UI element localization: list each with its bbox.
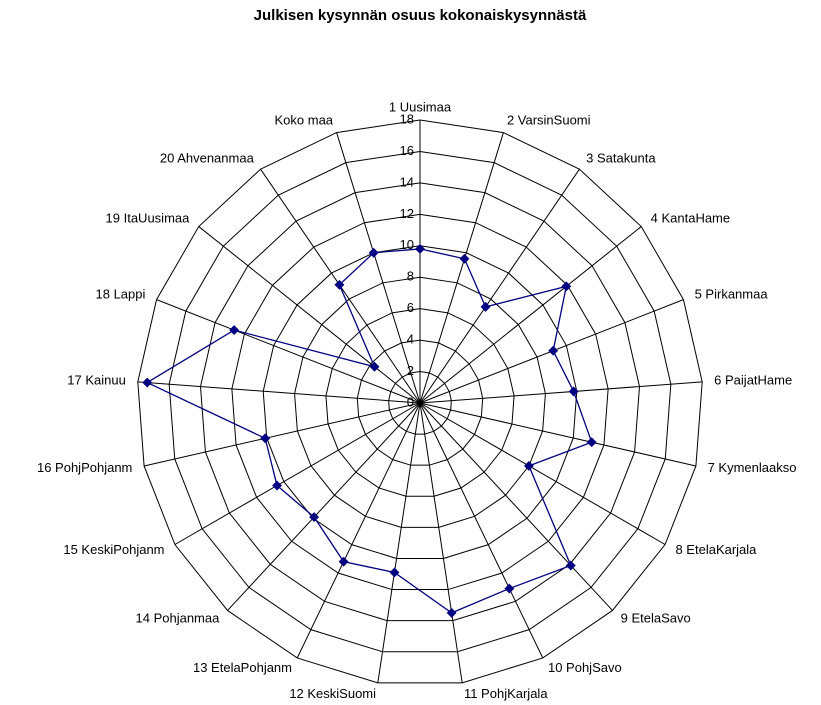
- data-point: [586, 437, 597, 448]
- axis-spoke: [419, 402, 697, 467]
- grid-line: [262, 245, 578, 559]
- axis-spoke: [174, 402, 421, 545]
- category-label: 3 Satakunta: [586, 151, 656, 166]
- r-tick-label: 18: [400, 111, 414, 126]
- data-point: [309, 512, 320, 523]
- r-tick-label: 8: [407, 269, 414, 284]
- data-point: [229, 325, 240, 336]
- data-point: [260, 433, 271, 444]
- data-point: [504, 583, 515, 594]
- category-label: 11 PohjKarjala: [464, 686, 548, 701]
- r-tick-label: 0: [407, 394, 414, 409]
- data-point: [389, 567, 400, 578]
- grid-line: [325, 308, 515, 497]
- axis-spoke: [419, 168, 580, 404]
- data-point: [480, 301, 491, 312]
- r-tick-label: 14: [400, 174, 414, 189]
- r-tick-label: 12: [400, 206, 414, 221]
- category-label: 12 KeskiSuomi: [289, 686, 376, 701]
- chart-title: Julkisen kysynnän osuus kokonaiskysynnäs…: [254, 7, 587, 24]
- axis-spoke: [198, 226, 421, 404]
- data-point: [142, 377, 153, 388]
- axis-spoke: [419, 402, 544, 659]
- category-label: 18 Lappi: [96, 287, 146, 302]
- axis-spoke: [419, 402, 666, 545]
- category-label: 13 EtelaPohjanm: [193, 660, 292, 675]
- grid-line: [356, 339, 484, 466]
- grid-line: [388, 371, 452, 435]
- category-label: 8 EtelaKarjala: [675, 542, 757, 557]
- category-label: 15 KeskiPohjanm: [63, 542, 164, 557]
- axis-spoke: [419, 381, 703, 404]
- axis-spoke: [377, 402, 421, 683]
- data-point: [369, 361, 380, 372]
- category-label: 5 Pirkanmaa: [695, 287, 769, 302]
- data-point: [338, 556, 349, 567]
- data-point: [561, 281, 572, 292]
- category-label: 2 VarsinSuomi: [507, 113, 591, 128]
- data-point: [459, 253, 470, 264]
- data-point: [415, 243, 425, 254]
- axis-spoke: [419, 132, 504, 404]
- r-tick-label: 10: [400, 237, 414, 252]
- category-label: 19 ItaUusimaa: [106, 211, 191, 226]
- data-point: [568, 386, 579, 397]
- category-label: 6 PaijatHame: [714, 372, 792, 387]
- data-point: [446, 607, 457, 618]
- data-point: [548, 345, 559, 356]
- category-label: 4 KantaHame: [651, 211, 731, 226]
- r-tick-label: 2: [407, 363, 414, 378]
- grid-line: [231, 213, 609, 591]
- grid-line: [168, 150, 672, 653]
- r-tick-label: 4: [407, 332, 414, 347]
- axis-spoke: [227, 402, 421, 611]
- series-line: [145, 248, 593, 614]
- axis-spoke: [296, 402, 421, 659]
- category-label: 20 Ahvenanmaa: [160, 151, 255, 166]
- axis-spoke: [156, 299, 421, 404]
- grid-line: [137, 119, 703, 684]
- category-label: 10 PohjSavo: [548, 660, 622, 675]
- grid-line: [294, 276, 546, 528]
- category-label: 9 EtelaSavo: [621, 611, 691, 626]
- data-point: [368, 247, 379, 258]
- axis-spoke: [419, 226, 642, 404]
- category-label: 14 Pohjanmaa: [136, 611, 221, 626]
- data-point: [334, 279, 345, 290]
- data-point: [523, 460, 534, 471]
- data-point: [272, 480, 282, 491]
- category-label: 7 Kymenlaakso: [708, 460, 797, 475]
- axis-spoke: [419, 402, 613, 611]
- axis-spoke: [143, 402, 421, 467]
- axis-spoke: [336, 132, 421, 404]
- data-point: [565, 560, 576, 571]
- category-label: Koko maa: [275, 113, 334, 128]
- r-tick-label: 16: [400, 143, 414, 158]
- r-tick-label: 6: [407, 300, 414, 315]
- category-label: 17 Kainuu: [67, 372, 126, 387]
- axis-spoke: [137, 381, 421, 404]
- axis-spoke: [419, 402, 463, 683]
- category-label: 16 PohjPohjanm: [37, 460, 132, 475]
- grid-line: [200, 182, 640, 622]
- category-label: 1 Uusimaa: [389, 99, 452, 114]
